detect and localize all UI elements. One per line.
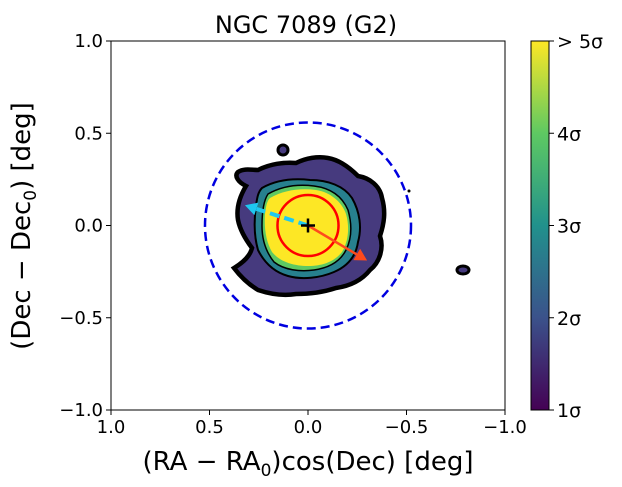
cluster-center-marker — [301, 218, 315, 233]
colorbar-tick-label: 3σ — [557, 216, 581, 238]
proper-motion-arrow — [255, 206, 309, 228]
colorbar-ticks: 1σ 2σ 3σ 4σ > 5σ — [549, 31, 603, 422]
y-tick-label: −0.5 — [59, 308, 103, 329]
colorbar-tick-label: 4σ — [557, 123, 581, 145]
x-axis-ticks: 1.0 0.5 0.0 −0.5 −1.0 — [97, 410, 527, 438]
y-tick-label: 1.0 — [74, 31, 103, 52]
density-island-east — [455, 264, 471, 276]
proper-motion-arrowhead — [244, 202, 259, 216]
x-tick-label: 0.0 — [294, 417, 323, 438]
y-tick-label: 0.5 — [74, 123, 103, 144]
density-island-north — [276, 143, 290, 157]
x-tick-label: 1.0 — [97, 417, 126, 438]
plot-area — [203, 121, 471, 330]
colorbar-tick-label: 1σ — [557, 400, 581, 422]
tidal-radius-circle — [203, 121, 413, 330]
y-axis-ticks: 1.0 0.5 0.0 −0.5 −1.0 — [59, 31, 111, 421]
x-axis-label: (RA − RA0)cos(Dec) [deg] — [143, 447, 474, 481]
x-tick-label: 0.5 — [195, 417, 224, 438]
chart-title: NGC 7089 (G2) — [215, 11, 397, 39]
y-tick-label: 0.0 — [74, 216, 103, 237]
x-tick-label: −1.0 — [483, 417, 527, 438]
colorbar-tick-label: 2σ — [557, 308, 581, 330]
galactic-center-arrowhead — [353, 248, 368, 261]
colorbar — [530, 40, 550, 411]
density-island-dot — [407, 189, 411, 193]
galactic-center-arrow — [307, 224, 358, 256]
y-axis-label: (Dec − Dec0) [deg] — [7, 102, 41, 350]
x-tick-label: −0.5 — [385, 417, 429, 438]
colorbar-tick-label: > 5σ — [557, 31, 603, 53]
half-light-circle — [276, 193, 340, 258]
y-tick-label: −1.0 — [59, 400, 103, 421]
